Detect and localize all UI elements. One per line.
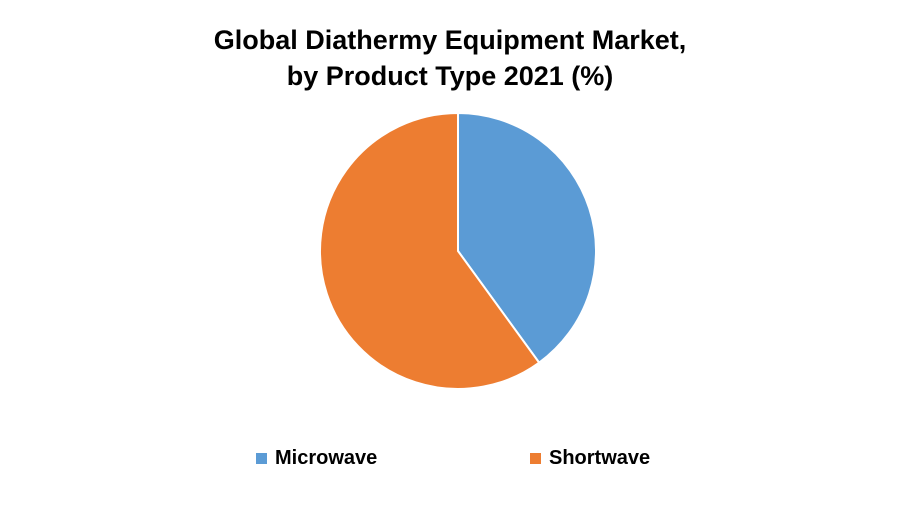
chart-title-line-2: by Product Type 2021 (%) <box>286 61 614 91</box>
chart-title-line-1: Global Diathermy Equipment Market, <box>213 25 687 55</box>
legend-label-shortwave: Shortwave <box>549 447 651 469</box>
legend: Microwave Shortwave <box>0 447 900 475</box>
legend-item-microwave: Microwave <box>256 447 377 470</box>
pie-slice-shortwave <box>319 111 541 390</box>
legend-swatch-microwave <box>256 453 267 464</box>
legend-swatch-shortwave <box>530 453 541 464</box>
legend-label-microwave: Microwave <box>275 447 378 469</box>
legend-item-shortwave: Shortwave <box>530 447 650 470</box>
pie-slice-microwave <box>457 111 597 365</box>
chart-title: Global Diathermy Equipment Market, by Pr… <box>0 22 900 94</box>
